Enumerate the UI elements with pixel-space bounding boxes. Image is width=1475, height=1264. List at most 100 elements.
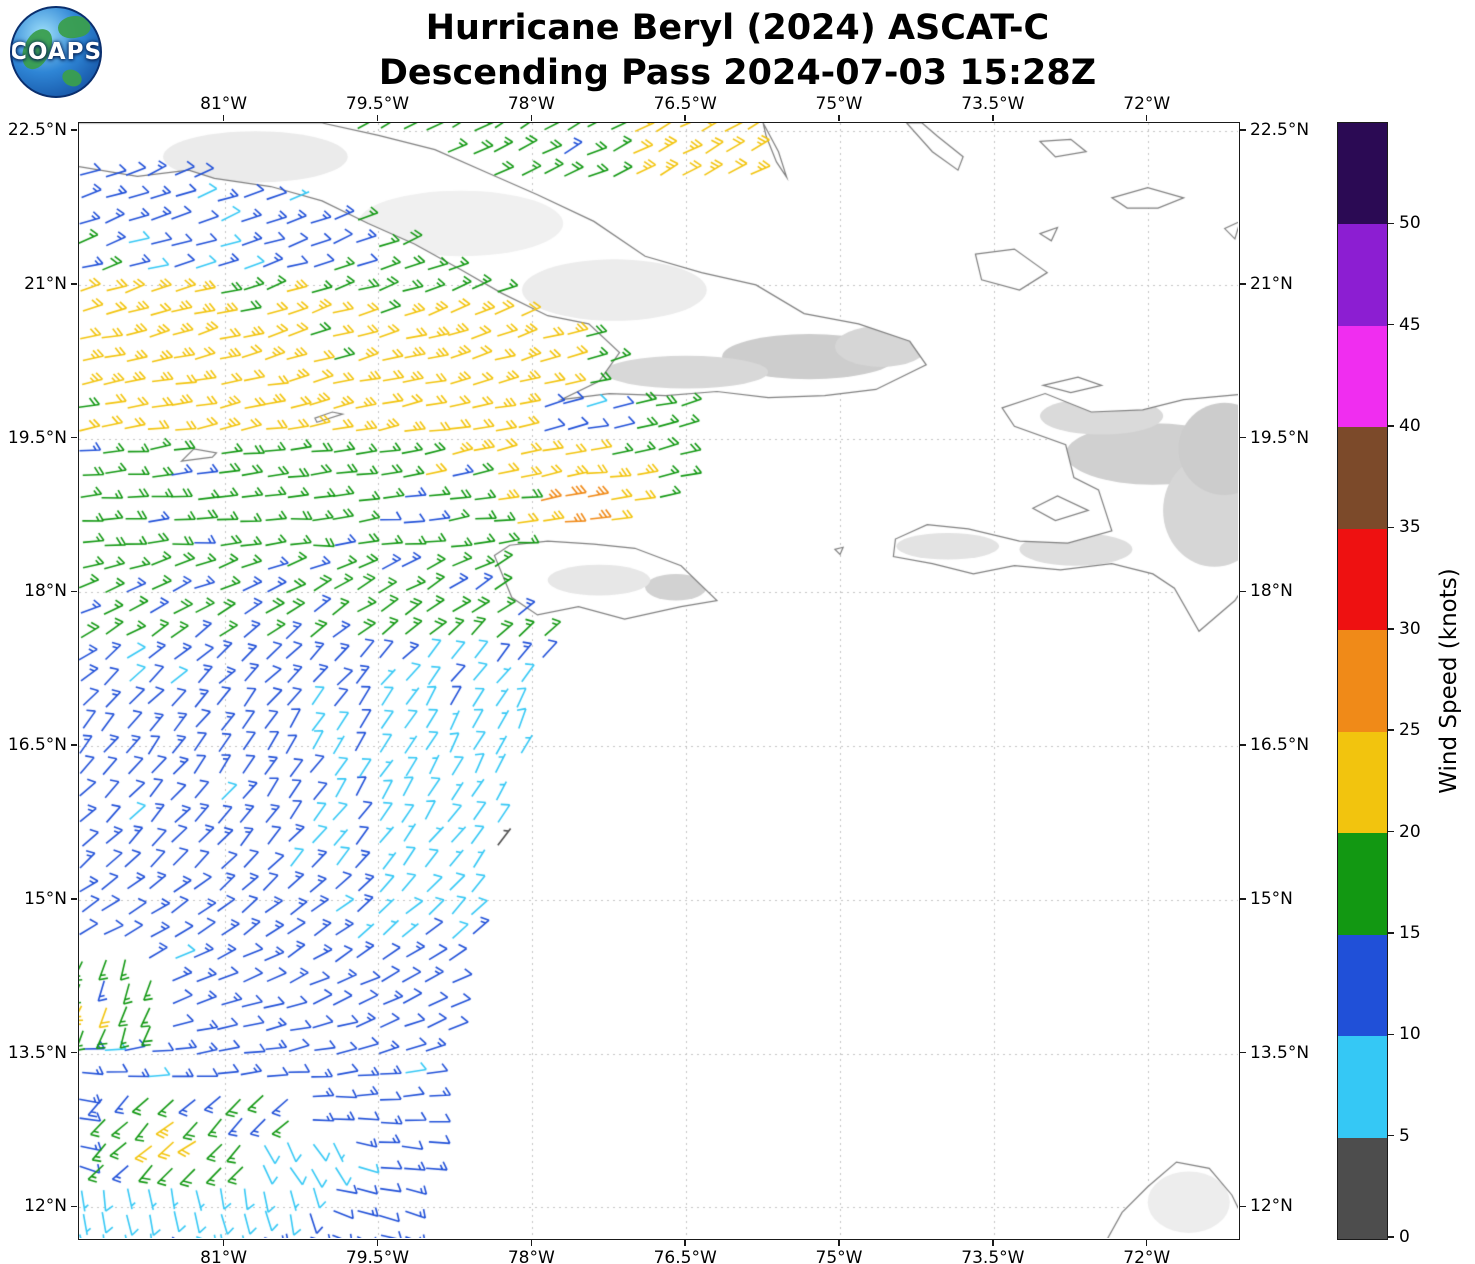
axis-tick-mark	[1145, 1240, 1148, 1246]
colorbar-segment	[1338, 630, 1387, 732]
colorbar-segment	[1338, 427, 1387, 529]
axis-tick-mark	[376, 115, 379, 121]
lon-tick-label: 76.5°W	[653, 94, 717, 114]
lat-tick-label: 19.5°N	[7, 427, 67, 448]
colorbar-tick-mark	[1388, 425, 1394, 427]
colorbar-segment	[1338, 325, 1387, 428]
colorbar-tick-mark	[1388, 1134, 1394, 1137]
axis-tick-mark	[1240, 1205, 1246, 1207]
axis-tick-mark	[71, 436, 77, 439]
lon-tick-label: 81°W	[200, 1248, 248, 1264]
lon-tick-label: 79.5°W	[345, 1248, 410, 1264]
axis-tick-mark	[1145, 115, 1148, 121]
colorbar-tick-mark	[1388, 1033, 1394, 1036]
colorbar-tick-label: 35	[1399, 517, 1421, 538]
lat-tick-label: 19.5°N	[1250, 427, 1310, 448]
axis-tick-mark	[71, 283, 77, 285]
axis-tick-mark	[838, 1240, 840, 1246]
lat-tick-label: 18°N	[24, 581, 67, 602]
colorbar-tick-label: 25	[1399, 720, 1421, 741]
coaps-logo: COAPS	[10, 6, 102, 98]
lat-tick-label: 22.5°N	[1250, 120, 1310, 141]
lon-tick-label: 78°W	[507, 1248, 555, 1264]
lon-tick-label: 73.5°W	[961, 94, 1025, 114]
axis-tick-mark	[376, 1240, 379, 1246]
axis-tick-mark	[71, 1051, 77, 1054]
colorbar-tick-label: 10	[1399, 1024, 1421, 1045]
colorbar-segment	[1338, 934, 1387, 1037]
colorbar-segment	[1338, 1137, 1387, 1239]
coaps-logo-text: COAPS	[10, 39, 102, 65]
colorbar-segment	[1338, 123, 1387, 225]
lon-tick-label: 72°W	[1123, 1248, 1171, 1264]
colorbar-tick-label: 45	[1399, 314, 1421, 335]
lat-tick-label: 18°N	[1250, 581, 1293, 602]
axis-tick-mark	[1240, 590, 1246, 593]
axis-tick-mark	[1240, 436, 1246, 439]
lon-tick-label: 75°W	[815, 94, 863, 114]
colorbar-tick-label: 0	[1399, 1227, 1410, 1247]
colorbar-tick-label: 15	[1399, 922, 1421, 943]
colorbar-segment	[1338, 833, 1387, 935]
axis-tick-mark	[71, 590, 77, 593]
colorbar-tick-mark	[1388, 628, 1394, 630]
lat-tick-label: 12°N	[24, 1196, 67, 1217]
colorbar-tick-label: 30	[1399, 618, 1421, 639]
axis-tick-mark	[992, 1240, 994, 1246]
axis-tick-mark	[1240, 1051, 1246, 1054]
lat-tick-label: 13.5°N	[1250, 1042, 1310, 1063]
colorbar-tick-label: 5	[1399, 1125, 1410, 1146]
colorbar-tick-mark	[1388, 323, 1394, 326]
axis-tick-mark	[1240, 744, 1246, 746]
axis-tick-mark	[222, 1240, 225, 1246]
axis-tick-mark	[1240, 283, 1246, 285]
colorbar-tick-mark	[1388, 526, 1394, 529]
lon-tick-label: 75°W	[815, 1248, 863, 1264]
axis-tick-mark	[530, 1240, 533, 1246]
colorbar-segment	[1338, 731, 1387, 834]
colorbar-tick-mark	[1388, 729, 1394, 731]
lat-tick-label: 21°N	[1250, 273, 1293, 294]
axis-tick-mark	[71, 744, 77, 746]
colorbar-segment	[1338, 528, 1387, 631]
axis-tick-mark	[222, 115, 225, 121]
colorbar-tick-mark	[1388, 932, 1394, 934]
axis-tick-mark	[71, 129, 77, 131]
title-block: Hurricane Beryl (2024) ASCAT-C Descendin…	[0, 6, 1475, 96]
lat-tick-label: 15°N	[24, 888, 67, 909]
colorbar-segment	[1338, 1036, 1387, 1138]
map-plot-area	[78, 122, 1240, 1240]
axis-tick-mark	[838, 115, 840, 121]
colorbar-segment	[1338, 224, 1387, 326]
lat-tick-label: 16.5°N	[7, 735, 67, 756]
lon-tick-label: 78°W	[507, 94, 555, 114]
axis-tick-mark	[684, 115, 686, 121]
lon-tick-label: 81°W	[200, 94, 248, 114]
chart-subtitle: Descending Pass 2024-07-03 15:28Z	[378, 53, 1097, 93]
colorbar	[1337, 122, 1388, 1240]
lat-tick-label: 16.5°N	[1250, 735, 1310, 756]
lon-tick-label: 76.5°W	[653, 1248, 717, 1264]
lon-tick-label: 79.5°W	[345, 94, 410, 114]
colorbar-tick-mark	[1388, 830, 1394, 833]
colorbar-tick-label: 20	[1399, 821, 1421, 842]
colorbar-tick-mark	[1388, 222, 1394, 225]
axis-tick-mark	[71, 1205, 77, 1207]
colorbar-tick-mark	[1388, 1236, 1394, 1238]
colorbar-tick-label: 50	[1399, 213, 1421, 234]
axis-tick-mark	[684, 1240, 686, 1246]
lat-tick-label: 15°N	[1250, 888, 1293, 909]
lon-tick-label: 72°W	[1123, 94, 1171, 114]
colorbar-axis-label: Wind Speed (knots)	[1436, 568, 1462, 794]
colorbar-tick-label: 40	[1399, 416, 1421, 437]
lat-tick-label: 21°N	[24, 273, 67, 294]
lat-tick-label: 12°N	[1250, 1196, 1293, 1217]
lat-tick-label: 13.5°N	[7, 1042, 67, 1063]
axis-tick-mark	[71, 898, 77, 900]
axis-tick-mark	[1240, 898, 1246, 900]
wind-barb-map-canvas	[79, 123, 1238, 1238]
axis-tick-mark	[1240, 129, 1246, 131]
lon-tick-label: 73.5°W	[961, 1248, 1025, 1264]
chart-title: Hurricane Beryl (2024) ASCAT-C	[425, 8, 1050, 48]
